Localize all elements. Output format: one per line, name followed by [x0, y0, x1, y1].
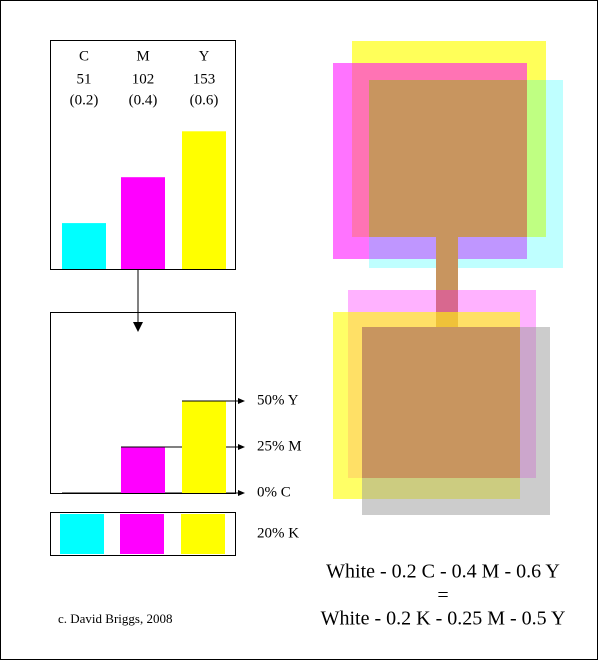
percent-label: 0% C: [257, 484, 291, 500]
leader-arrow: [238, 444, 245, 450]
channel-name: M: [136, 48, 149, 64]
k-block: [60, 514, 104, 554]
k-box: [50, 512, 236, 556]
bar: [182, 401, 226, 493]
overlap-top: [333, 41, 563, 268]
channel-name: Y: [199, 48, 210, 64]
channel-fraction: (0.6): [190, 92, 219, 108]
bar: [62, 223, 106, 269]
percent-label: 25% M: [257, 438, 302, 454]
channel-name: C: [79, 48, 89, 64]
equation-equals: =: [437, 585, 448, 607]
leader-arrow: [238, 398, 245, 404]
arrow-head: [133, 322, 143, 332]
channel-value: 153: [193, 71, 216, 87]
leader-arrow: [238, 490, 245, 496]
connector: [436, 237, 458, 331]
channel-fraction: (0.2): [70, 92, 99, 108]
top-box: [50, 40, 236, 270]
square-mix: [369, 80, 527, 237]
channel-value: 51: [77, 71, 92, 87]
bar: [121, 177, 165, 269]
k-label: 20% K: [257, 525, 299, 541]
channel-value: 102: [132, 71, 155, 87]
bar: [121, 447, 165, 493]
bar: [182, 131, 226, 269]
channel-fraction: (0.4): [129, 92, 158, 108]
credit: c. David Briggs, 2008: [58, 611, 172, 626]
square-mix: [362, 327, 520, 478]
equation-line: White - 0.2 C - 0.4 M - 0.6 Y: [326, 561, 560, 583]
k-block: [120, 514, 164, 554]
overlap-bottom: [333, 290, 550, 515]
percent-label: 50% Y: [257, 392, 299, 408]
k-block: [181, 514, 225, 554]
equation-line: White - 0.2 K - 0.25 M - 0.5 Y: [321, 608, 566, 630]
